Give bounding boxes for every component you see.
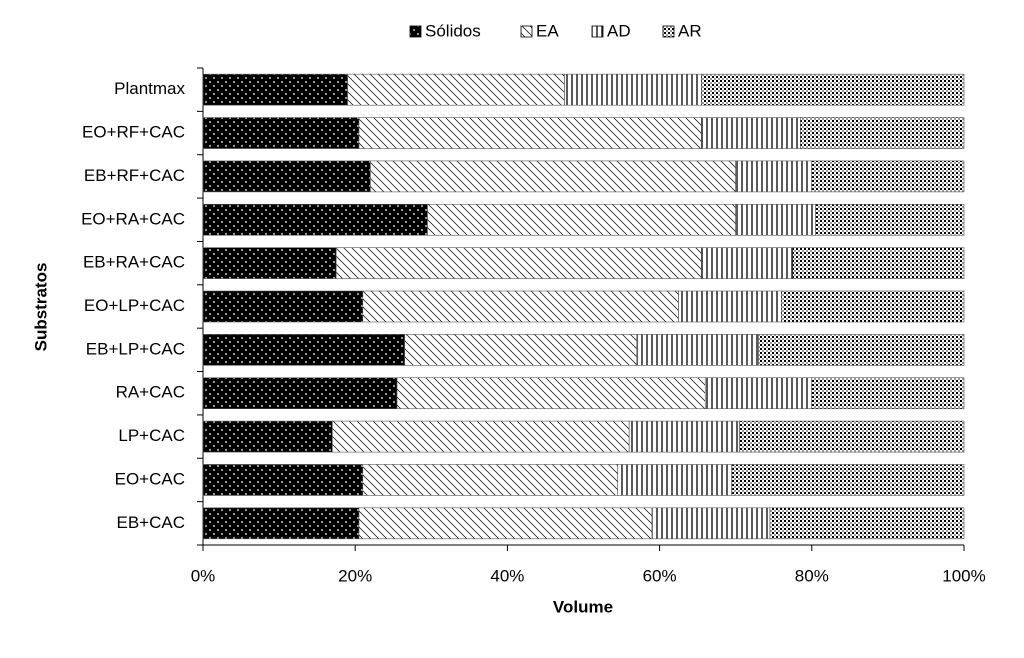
legend-label: Sólidos: [425, 21, 481, 40]
x-tick-label: 0%: [191, 566, 216, 585]
bar-segment: [701, 247, 794, 279]
bar-segment: [202, 420, 333, 453]
bar-segment: [811, 377, 965, 410]
bar-segment: [358, 117, 702, 149]
bar-segment: [202, 377, 398, 410]
x-tick-label: 20%: [338, 566, 372, 585]
bar-segment: [427, 203, 736, 236]
bar-segment: [628, 420, 740, 453]
legend-label: AR: [678, 21, 702, 40]
legend-swatch: [520, 25, 533, 38]
bar-segment: [769, 507, 965, 540]
bar-segment: [800, 117, 965, 149]
legend-swatch: [662, 25, 675, 38]
bar-segment: [202, 117, 360, 149]
bar-segment: [362, 290, 679, 323]
y-tick-label: EB+LP+CAC: [86, 339, 185, 358]
bar-segment: [202, 247, 337, 279]
bar-segment: [362, 464, 619, 496]
bar-segment: [347, 73, 565, 106]
y-axis-title: Substratos: [31, 263, 50, 352]
y-tick-label: Plantmax: [114, 79, 185, 98]
bar-segment: [202, 160, 371, 193]
y-tick-label: EO+RA+CAC: [81, 209, 185, 228]
bar-segment: [564, 73, 702, 106]
legend-label: EA: [536, 21, 559, 40]
bar-segment: [792, 247, 965, 279]
y-tick-label: EO+CAC: [115, 469, 185, 488]
legend-label: AD: [607, 21, 631, 40]
bar-segment: [731, 464, 965, 496]
bar-segment: [781, 290, 965, 323]
bar-segment: [636, 334, 759, 366]
y-tick-label: RA+CAC: [116, 383, 185, 402]
bar-segment: [735, 203, 816, 236]
bar-segment: [202, 290, 364, 323]
bar-segment: [739, 420, 965, 453]
bar-segment: [335, 247, 702, 279]
x-tick-label: 80%: [795, 566, 829, 585]
bar-segment: [735, 160, 813, 193]
bar-segment: [701, 73, 965, 106]
bar-segment: [678, 290, 782, 323]
bar-segment: [202, 73, 348, 106]
bar-segment: [202, 507, 360, 540]
x-axis-title: Volume: [553, 597, 613, 616]
bar-segment: [202, 203, 428, 236]
bar-segment: [617, 464, 733, 496]
bar-segment: [815, 203, 965, 236]
y-tick-label: EO+LP+CAC: [84, 296, 185, 315]
bar-segment: [811, 160, 965, 193]
x-tick-label: 100%: [942, 566, 985, 585]
bar-segment: [396, 377, 706, 410]
bar-segment: [202, 334, 405, 366]
bar-segment: [701, 117, 801, 149]
y-tick-label: EB+RF+CAC: [84, 166, 185, 185]
y-tick-label: EO+RF+CAC: [82, 123, 185, 142]
bar-segment: [651, 507, 771, 540]
bar-segment: [404, 334, 638, 366]
legend-swatch: [409, 25, 422, 38]
bar-segment: [332, 420, 630, 453]
y-tick-label: LP+CAC: [118, 426, 185, 445]
bar-segment: [704, 377, 813, 410]
bar-segment: [758, 334, 965, 366]
x-tick-label: 40%: [490, 566, 524, 585]
legend-swatch: [591, 25, 604, 38]
y-tick-label: EB+CAC: [117, 513, 186, 532]
y-tick-label: EB+RA+CAC: [83, 253, 185, 272]
bar-segment: [358, 507, 653, 540]
bar-segment: [202, 464, 364, 496]
x-tick-label: 60%: [643, 566, 677, 585]
bar-segment: [370, 160, 737, 193]
